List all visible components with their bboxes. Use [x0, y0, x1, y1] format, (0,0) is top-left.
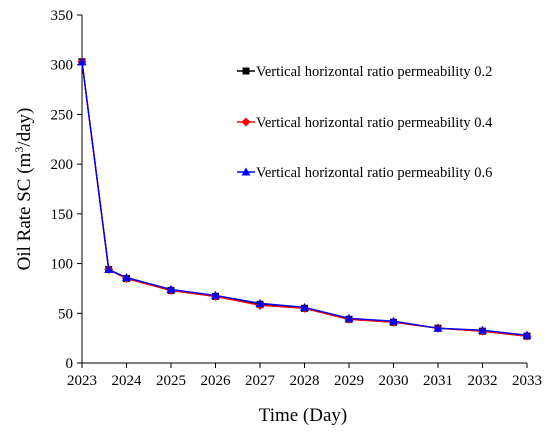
- x-tick-label: 2032: [468, 373, 498, 389]
- series-line: [81, 61, 528, 337]
- series-line: [81, 61, 528, 337]
- data-point: [104, 265, 114, 274]
- y-axis-title: Oil Rate SC (m3/day): [12, 108, 35, 271]
- data-point: [122, 272, 131, 281]
- x-tick-label: 2030: [379, 373, 409, 389]
- legend-item-2: Vertical horizontal ratio permeability 0…: [237, 115, 493, 131]
- x-tick-label: 2028: [290, 373, 320, 389]
- y-tick-label: 300: [51, 58, 74, 74]
- x-tick-label: 2023: [67, 373, 97, 389]
- data-point: [389, 316, 398, 325]
- legend-label: Vertical horizontal ratio permeability 0…: [256, 64, 492, 80]
- y-axis-ticks: 0 50 100 150 200 250 300 350: [51, 8, 82, 372]
- data-point: [344, 313, 354, 322]
- y-tick-label: 150: [51, 207, 74, 223]
- data-point: [166, 284, 176, 293]
- legend: Vertical horizontal ratio permeability 0…: [237, 64, 493, 181]
- y-axis-title-superscript: 3: [12, 147, 26, 153]
- x-tick-label: 2029: [334, 373, 364, 389]
- x-axis-ticks: 2023 2024 2025 2026 2027 2028 2029 2030 2031 2032…: [67, 363, 542, 389]
- y-tick-label: 200: [51, 157, 74, 173]
- x-tick-label: 2025: [156, 373, 186, 389]
- data-point: [478, 325, 487, 334]
- x-tick-label: 2033: [512, 373, 542, 389]
- data-point: [211, 290, 220, 299]
- y-tick-label: 350: [51, 8, 74, 24]
- y-tick-label: 0: [66, 356, 74, 372]
- series-line: [81, 61, 528, 336]
- legend-item-1: Vertical horizontal ratio permeability 0…: [237, 64, 492, 80]
- y-tick-label: 250: [51, 107, 74, 123]
- data-point: [433, 323, 443, 332]
- series-1: [78, 58, 531, 340]
- data-point: [77, 57, 87, 66]
- data-point: [255, 298, 265, 307]
- y-axis-title-tail: /day): [14, 108, 35, 147]
- y-tick-label: 100: [51, 257, 74, 273]
- x-tick-label: 2024: [112, 373, 143, 389]
- legend-label: Vertical horizontal ratio permeability 0…: [256, 115, 493, 131]
- y-axis-title-main: Oil Rate SC (m: [14, 152, 35, 270]
- data-point: [300, 302, 309, 311]
- legend-item-3: Vertical horizontal ratio permeability 0…: [237, 165, 492, 181]
- x-axis-title: Time (Day): [259, 405, 348, 426]
- legend-label: Vertical horizontal ratio permeability 0…: [256, 165, 492, 181]
- series-2: [77, 57, 532, 341]
- legend-marker: [241, 117, 251, 127]
- data-point: [522, 330, 532, 339]
- legend-marker: [241, 167, 251, 176]
- x-tick-label: 2026: [201, 373, 232, 389]
- series-layer: [77, 57, 532, 341]
- legend-marker: [242, 67, 250, 75]
- x-tick-label: 2031: [423, 373, 453, 389]
- series-3: [77, 57, 532, 339]
- x-tick-label: 2027: [245, 373, 276, 389]
- y-tick-label: 50: [58, 306, 73, 322]
